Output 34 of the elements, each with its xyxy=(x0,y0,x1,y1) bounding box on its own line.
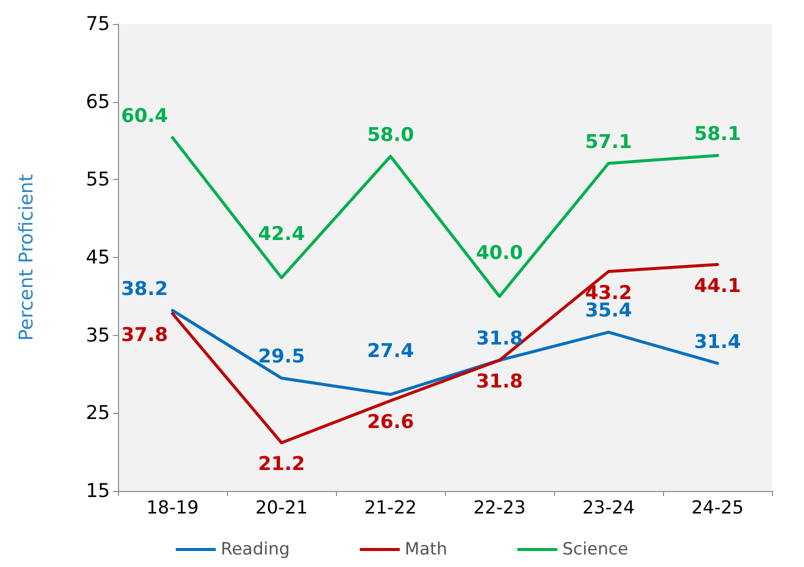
data-label: 58.0 xyxy=(367,124,414,146)
data-label: 58.1 xyxy=(694,123,741,146)
data-label: 31.8 xyxy=(476,370,523,393)
data-label: 57.1 xyxy=(585,130,632,153)
data-label: 31.4 xyxy=(694,330,741,353)
x-tick-label: 22-23 xyxy=(473,498,526,518)
data-label: 42.4 xyxy=(258,223,305,246)
x-tick-label: 20-21 xyxy=(255,498,308,518)
legend-label: Reading xyxy=(220,540,290,560)
x-tick-label: 21-22 xyxy=(364,498,417,518)
x-tick-label: 24-25 xyxy=(691,498,744,518)
legend-label: Science xyxy=(562,540,628,560)
y-tick-label: 15 xyxy=(86,480,110,502)
data-label: 44.1 xyxy=(694,275,741,298)
y-tick-label: 25 xyxy=(86,402,110,424)
data-label: 40.0 xyxy=(476,242,523,264)
y-tick-label: 65 xyxy=(86,90,110,113)
data-label: 37.8 xyxy=(121,324,168,346)
data-label: 31.8 xyxy=(476,328,523,350)
y-tick-label: 35 xyxy=(86,324,110,346)
y-axis-title: Percent Proficient xyxy=(16,174,38,341)
data-label: 35.4 xyxy=(585,300,632,322)
x-tick-label: 23-24 xyxy=(582,498,635,518)
y-tick-label: 55 xyxy=(86,168,110,191)
y-tick-label: 75 xyxy=(86,13,110,35)
data-label: 21.2 xyxy=(258,453,305,476)
data-label: 26.6 xyxy=(367,411,414,434)
x-tick-label: 18-19 xyxy=(146,498,199,518)
data-label: 38.2 xyxy=(121,278,168,300)
data-label: 60.4 xyxy=(121,105,168,128)
data-label: 27.4 xyxy=(367,340,414,362)
legend-label: Math xyxy=(404,540,448,560)
data-label: 29.5 xyxy=(258,346,305,368)
y-tick-label: 45 xyxy=(86,246,110,268)
